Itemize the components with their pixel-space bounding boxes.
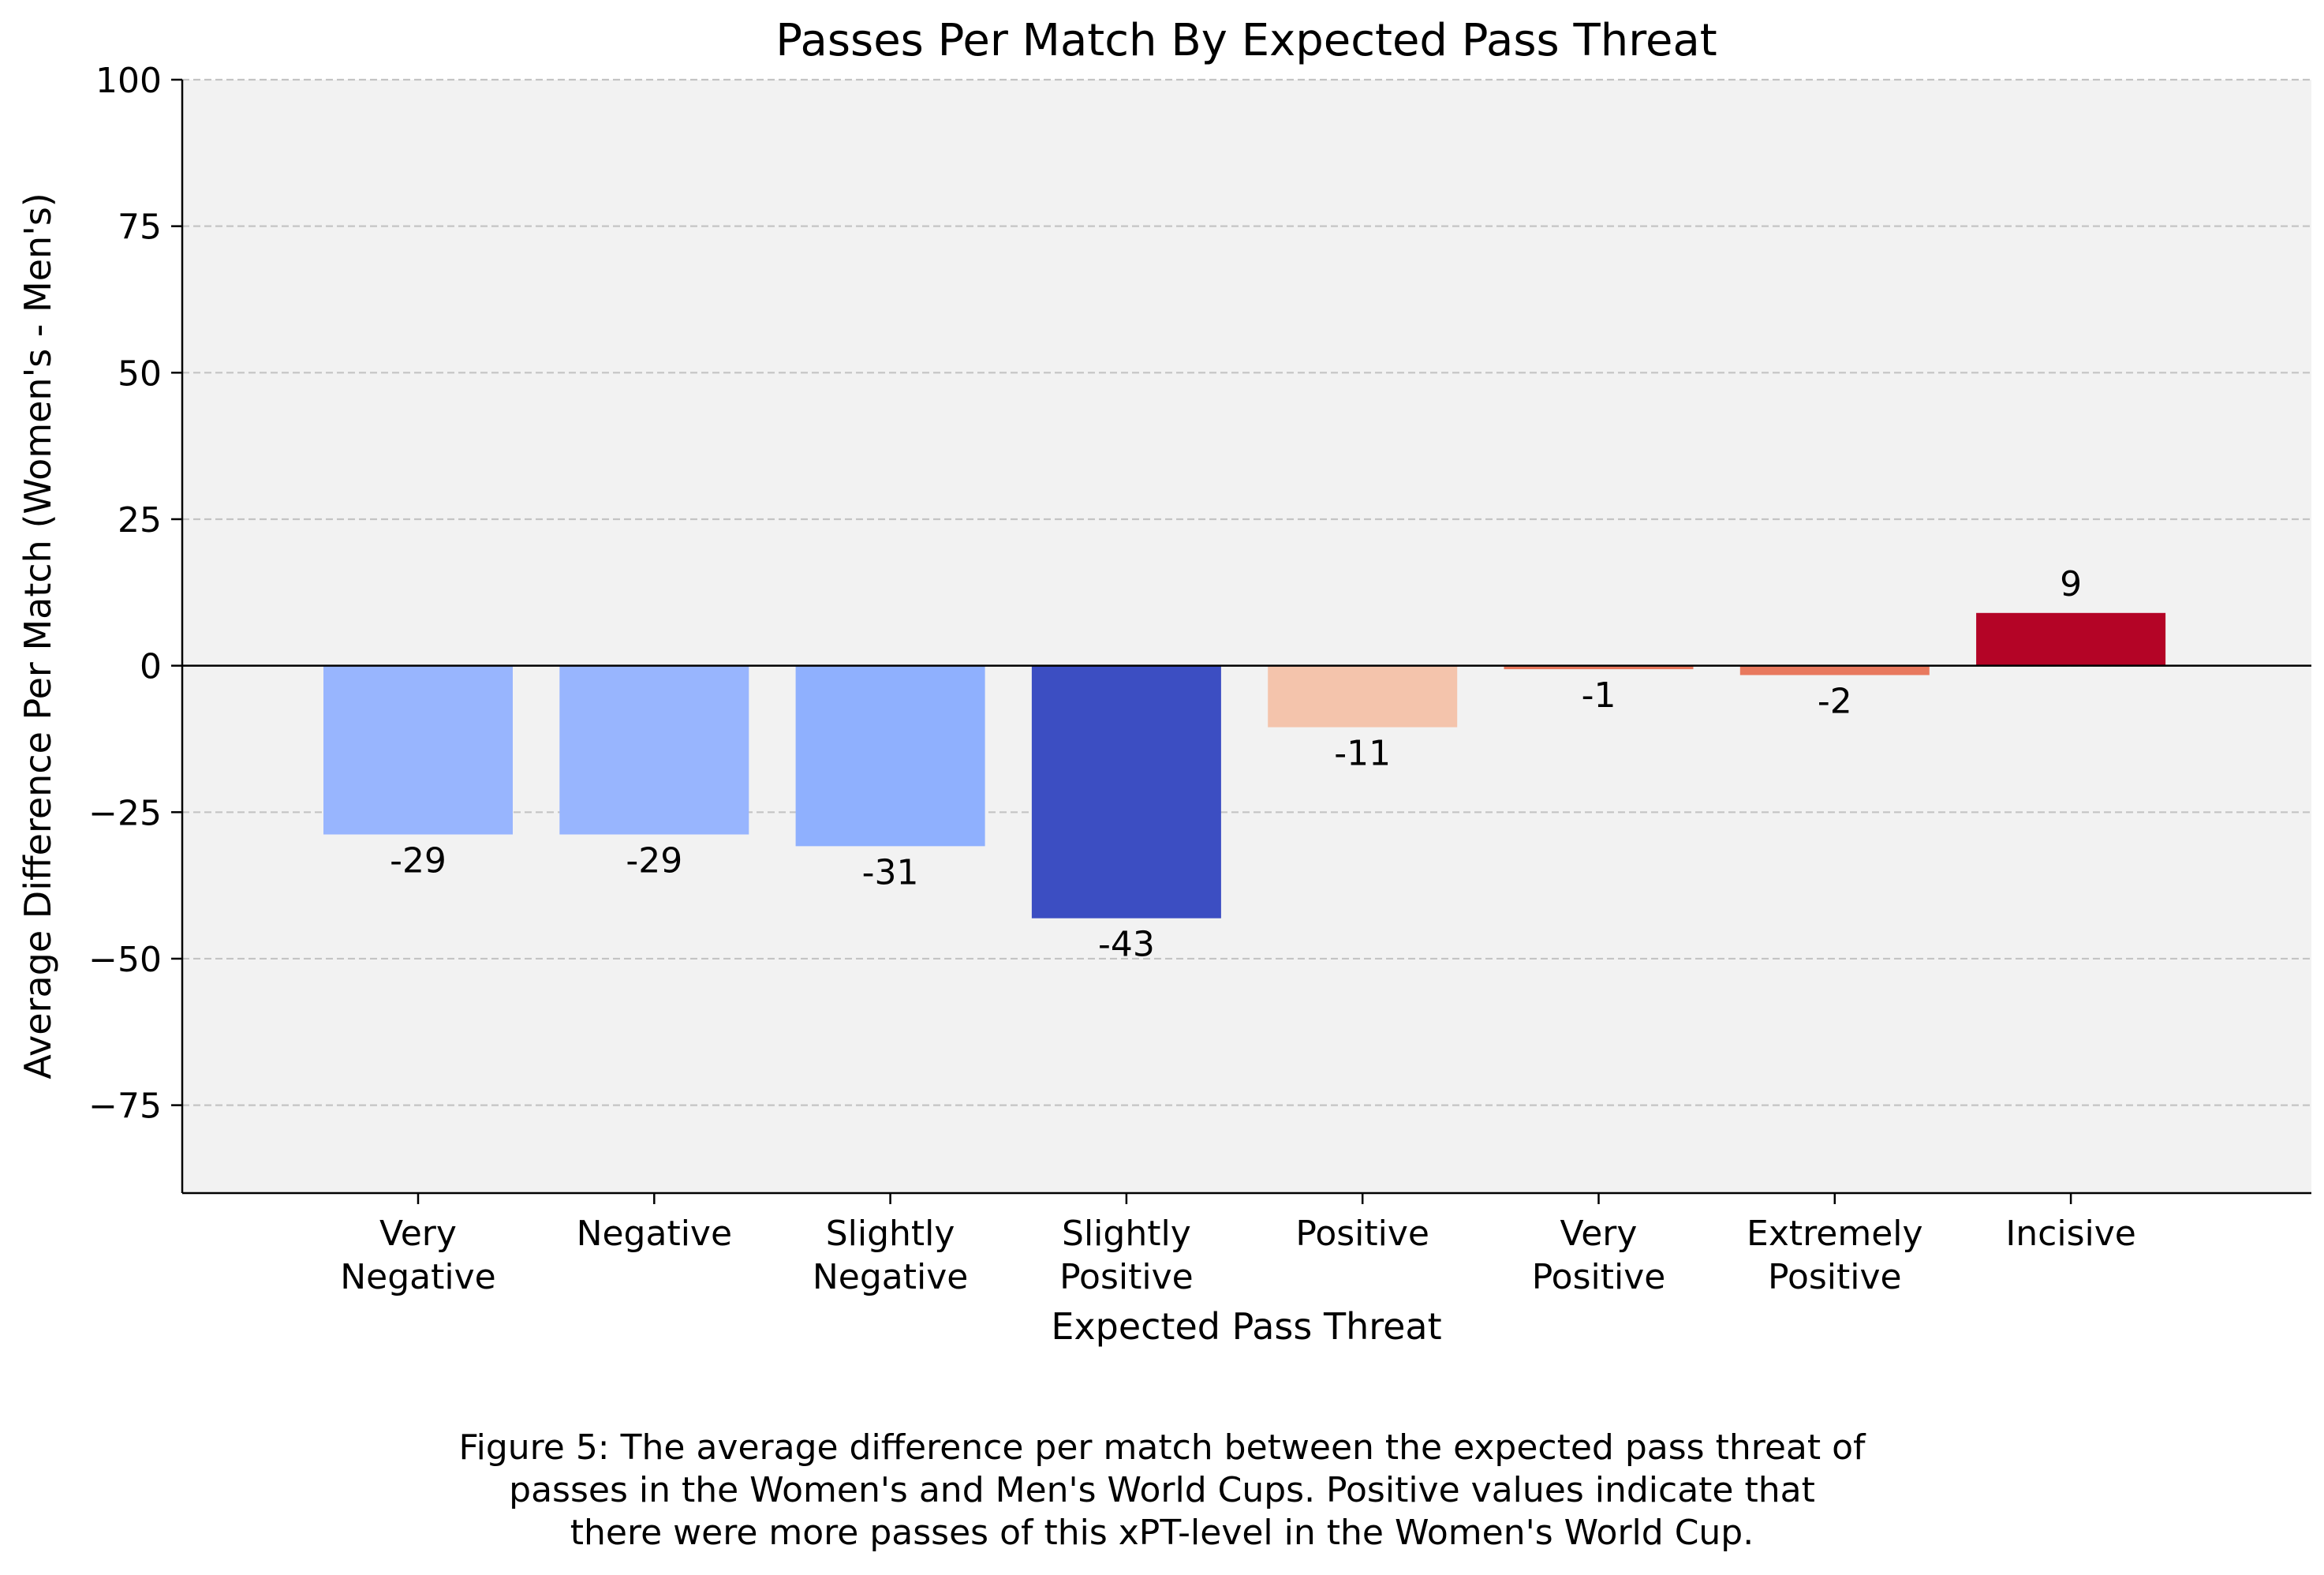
- x-tick-label-line: Positive: [1532, 1257, 1666, 1297]
- y-tick-label: −25: [88, 793, 162, 833]
- bar-data-label: -2: [1818, 682, 1852, 722]
- data-labels: -29 -29 -31-43-11-1 -29: [390, 564, 2082, 965]
- bars: [323, 612, 2166, 918]
- y-axis-label: Average Difference Per Match (Women's - …: [17, 193, 59, 1079]
- y-tick-label: −50: [88, 940, 162, 980]
- caption-line: passes in the Women's and Men's World Cu…: [509, 1470, 1815, 1510]
- bar-data-label: -29: [390, 841, 446, 881]
- y-tick-label: −75: [88, 1087, 162, 1127]
- bar-data-label: -29: [626, 841, 682, 881]
- bar: [323, 665, 513, 835]
- bar: [1976, 612, 2166, 666]
- x-tick-label-line: Negative: [340, 1257, 495, 1297]
- bar-data-label: 9: [2060, 564, 2082, 604]
- x-tick-label-line: Slightly: [826, 1214, 955, 1254]
- plot-background: [182, 80, 2311, 1193]
- bar-data-label: -11: [1334, 734, 1391, 774]
- x-tick-label: Incisive: [2005, 1214, 2136, 1254]
- x-tick-label-line: Positive: [1768, 1257, 1902, 1297]
- caption-line: Figure 5: The average difference per mat…: [458, 1427, 1866, 1468]
- x-tick-label: Extremely Positive: [1747, 1214, 1922, 1297]
- bar-data-label: -43: [1098, 925, 1155, 965]
- x-tick-label: Slightly Negative: [813, 1214, 968, 1297]
- bar: [1739, 665, 1930, 675]
- x-tick-label: Very Negative: [340, 1214, 495, 1297]
- x-tick-label-line: Very: [379, 1214, 457, 1254]
- bar: [1031, 665, 1221, 918]
- x-tick-label-line: Very: [1560, 1214, 1638, 1254]
- figure-caption: Figure 5: The average difference per mat…: [0, 1427, 2324, 1554]
- bar: [1268, 665, 1458, 728]
- y-tick-label: 100: [95, 61, 162, 101]
- caption-line: there were more passes of this xPT-level…: [570, 1513, 1754, 1553]
- x-axis-label: Expected Pass Threat: [1051, 1305, 1441, 1348]
- y-tick-label: 50: [118, 354, 162, 394]
- y-tick-label: 75: [118, 208, 162, 248]
- bar-data-label: -1: [1582, 675, 1616, 716]
- y-tick-label: 0: [140, 647, 162, 687]
- y-tick-label: 25: [118, 500, 162, 541]
- x-tick-label: Slightly Positive: [1059, 1214, 1194, 1297]
- bar-data-label: -31: [862, 852, 919, 892]
- bar: [1504, 665, 1694, 670]
- x-tick-label-line: Incisive: [2005, 1214, 2136, 1254]
- x-tick-label-line: Negative: [813, 1257, 968, 1297]
- chart-title: Passes Per Match By Expected Pass Threat: [775, 15, 1717, 66]
- x-tick-label: Very Positive: [1532, 1214, 1666, 1297]
- y-ticks: 100 75 50 25 0 −25 −50 −75: [88, 61, 182, 1127]
- bar: [559, 665, 749, 835]
- x-tick-label: Positive: [1295, 1214, 1429, 1254]
- x-tick-label: Negative: [577, 1214, 732, 1254]
- x-tick-label-line: Slightly: [1062, 1214, 1191, 1254]
- x-tick-label-line: Negative: [577, 1214, 732, 1254]
- x-tick-label-line: Extremely: [1747, 1214, 1922, 1254]
- bar: [795, 665, 985, 847]
- x-tick-label-line: Positive: [1295, 1214, 1429, 1254]
- x-tick-label-line: Positive: [1059, 1257, 1194, 1297]
